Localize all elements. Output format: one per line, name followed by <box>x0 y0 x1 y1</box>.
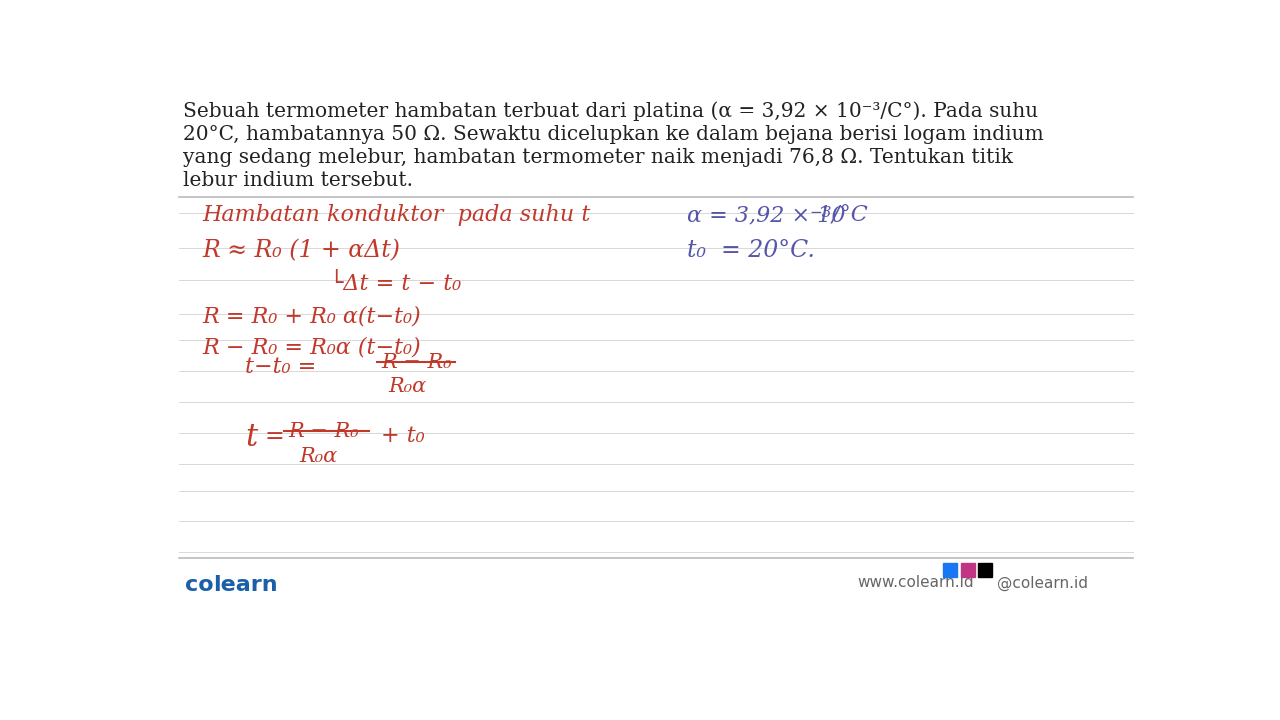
Text: co: co <box>184 575 214 595</box>
Text: R = R₀ + R₀ α(t−t₀): R = R₀ + R₀ α(t−t₀) <box>202 306 421 328</box>
Text: └Δt = t − t₀: └Δt = t − t₀ <box>330 273 462 294</box>
Text: R − R₀: R − R₀ <box>288 422 358 441</box>
Text: lebur indium tersebut.: lebur indium tersebut. <box>183 171 413 190</box>
Text: R ≈ R₀ (1 + αΔt): R ≈ R₀ (1 + αΔt) <box>202 239 401 262</box>
Text: R − R₀: R − R₀ <box>381 353 452 372</box>
Text: −3: −3 <box>809 206 832 220</box>
Text: www.colearn.id: www.colearn.id <box>858 575 974 590</box>
Text: □: □ <box>963 565 973 575</box>
Text: yang sedang melebur, hambatan termometer naik menjadi 76,8 Ω. Tentukan titik: yang sedang melebur, hambatan termometer… <box>183 148 1014 167</box>
Bar <box>978 563 992 577</box>
Text: + t₀: + t₀ <box>381 426 425 447</box>
Text: =: = <box>265 426 284 448</box>
Bar <box>960 563 974 577</box>
Bar <box>943 563 956 577</box>
Text: Hambatan konduktor  pada suhu t: Hambatan konduktor pada suhu t <box>202 204 591 226</box>
Text: R₀α: R₀α <box>389 377 426 397</box>
Text: d: d <box>982 564 989 577</box>
Text: t−t₀ =: t−t₀ = <box>246 356 316 378</box>
Text: t₀  = 20°C.: t₀ = 20°C. <box>687 239 815 262</box>
Text: 20°C, hambatannya 50 Ω. Sewaktu dicelupkan ke dalam bejana berisi logam indium: 20°C, hambatannya 50 Ω. Sewaktu dicelupk… <box>183 125 1044 144</box>
Text: t: t <box>246 422 257 453</box>
Text: Sebuah termometer hambatan terbuat dari platina (α = 3,92 × 10⁻³/C°). Pada suhu: Sebuah termometer hambatan terbuat dari … <box>183 102 1038 122</box>
Text: R − R₀ = R₀α (t−t₀): R − R₀ = R₀α (t−t₀) <box>202 337 421 359</box>
Text: @colearn.id: @colearn.id <box>997 575 1088 590</box>
Text: /°C: /°C <box>824 204 868 226</box>
Text: α = 3,92 × 10: α = 3,92 × 10 <box>687 204 846 226</box>
Text: learn: learn <box>212 575 278 595</box>
Text: f: f <box>947 563 952 577</box>
Text: R₀α: R₀α <box>300 446 338 466</box>
